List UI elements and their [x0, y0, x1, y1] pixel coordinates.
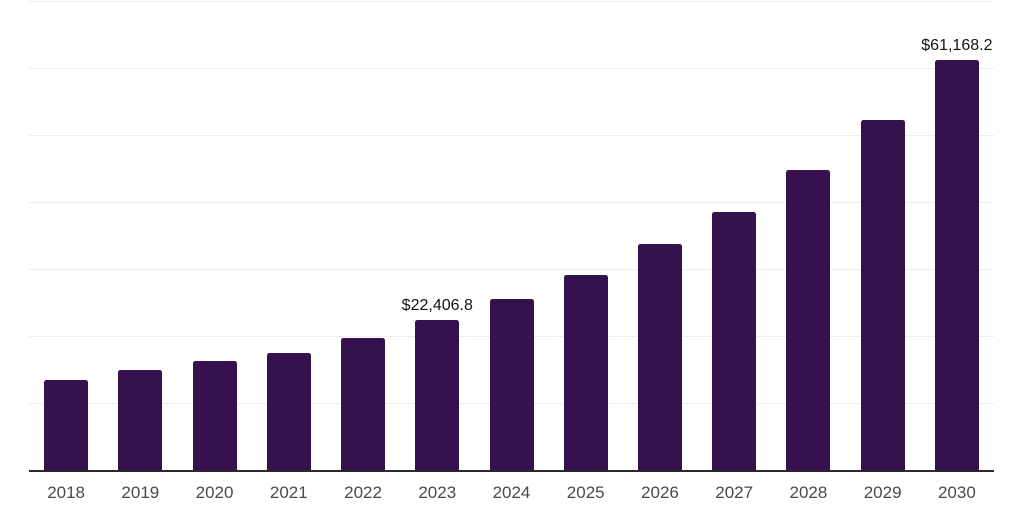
bar-2027[interactable] [712, 212, 757, 470]
bar-2021[interactable] [266, 352, 311, 470]
x-axis-line [29, 470, 994, 472]
x-tick-2027: 2027 [715, 483, 754, 502]
plot-area: $22,406.8 $61,168.2 [29, 1, 994, 472]
x-tick-2028: 2028 [789, 483, 828, 502]
gridline-60000 [29, 68, 994, 69]
x-tick-2029: 2029 [863, 483, 902, 502]
bar-2024[interactable] [489, 299, 534, 470]
x-tick-2030: 2030 [937, 483, 976, 502]
bar-2025[interactable] [563, 275, 608, 470]
gridline-70000 [29, 1, 994, 2]
gridline-30000 [29, 269, 994, 270]
gridline-40000 [29, 202, 994, 203]
bar-2028[interactable] [786, 169, 831, 470]
bar-2018[interactable] [44, 380, 89, 470]
x-tick-2026: 2026 [641, 483, 679, 502]
x-tick-2020: 2020 [195, 483, 234, 502]
gridline-50000 [29, 135, 994, 136]
x-tick-2023: 2023 [418, 483, 457, 502]
bar-2022[interactable] [341, 338, 386, 470]
x-tick-2024: 2024 [492, 483, 531, 502]
x-tick-2021: 2021 [269, 483, 308, 502]
bar-2023[interactable] [415, 319, 460, 470]
x-tick-2018: 2018 [47, 483, 86, 502]
data-label-2030: $61,168.2 [921, 37, 993, 55]
bar-2029[interactable] [860, 119, 905, 470]
bars-layer: $22,406.8 $61,168.2 [29, 1, 994, 470]
x-tick-2019: 2019 [121, 483, 160, 502]
bar-2020[interactable] [192, 361, 237, 470]
bar-2026[interactable] [637, 244, 682, 470]
x-tick-2025: 2025 [566, 483, 605, 502]
bar-2030[interactable] [934, 60, 979, 470]
x-axis-labels: 2018 2019 2020 2021 2022 2023 2024 2025 2026 2027… [29, 483, 994, 506]
x-tick-2022: 2022 [344, 483, 382, 502]
bar-2019[interactable] [118, 370, 163, 470]
data-label-2023: $22,406.8 [401, 296, 473, 314]
